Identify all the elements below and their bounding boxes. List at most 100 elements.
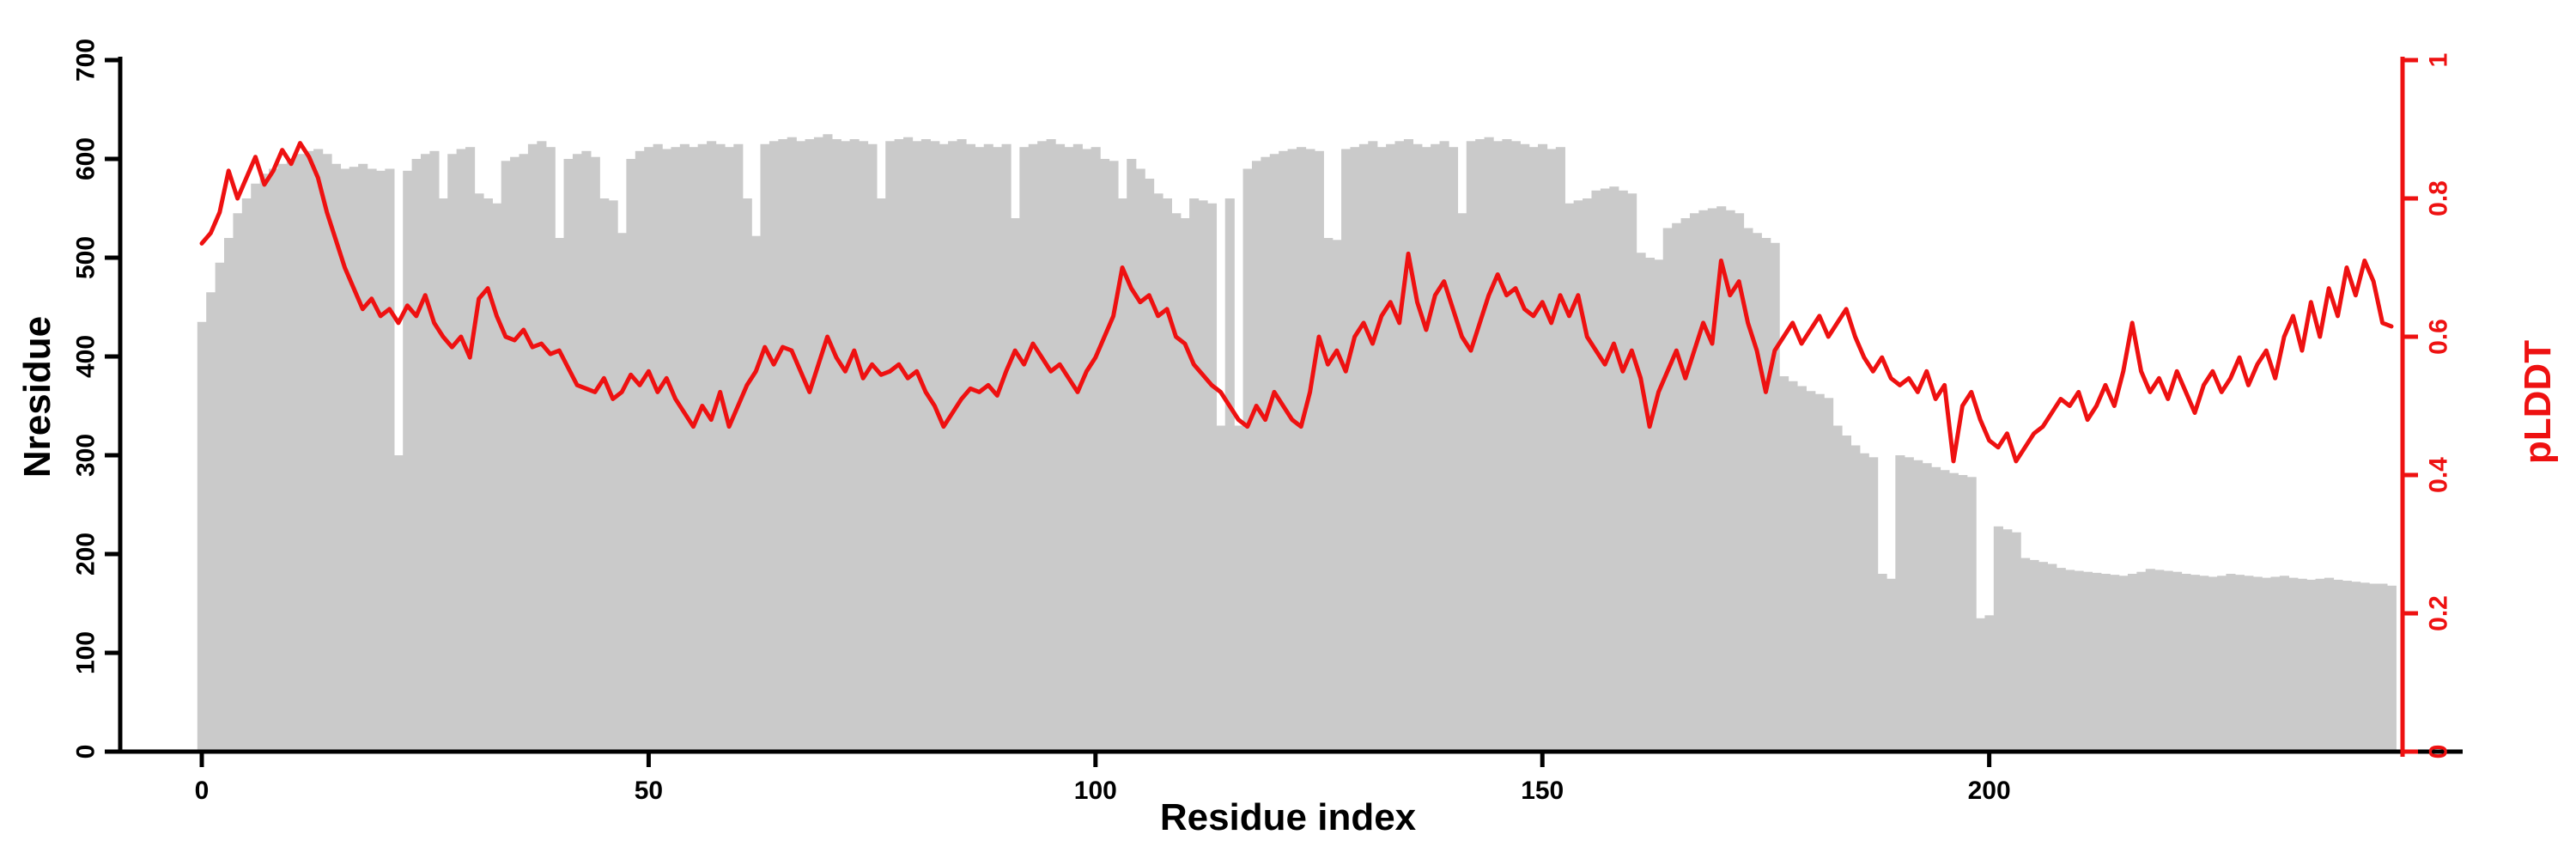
nresidue-bar bbox=[1824, 398, 1834, 752]
nresidue-bar bbox=[689, 147, 699, 752]
nresidue-bar bbox=[2172, 571, 2183, 752]
nresidue-bar bbox=[456, 149, 466, 752]
nresidue-bar bbox=[626, 159, 636, 752]
x-axis-tick-label: 100 bbox=[1074, 777, 1117, 805]
nresidue-bar bbox=[1984, 615, 1995, 752]
nresidue-bar bbox=[2065, 570, 2075, 752]
nresidue-bar bbox=[1466, 141, 1476, 752]
nresidue-bar bbox=[671, 147, 681, 752]
nresidue-bar bbox=[1976, 618, 1986, 752]
nresidue-bar bbox=[1368, 141, 1378, 752]
nresidue-bar bbox=[2360, 582, 2370, 752]
right-axis-tick-label: 0.8 bbox=[2425, 180, 2453, 216]
x-axis-tick-label: 150 bbox=[1521, 777, 1564, 805]
nresidue-bar bbox=[2136, 571, 2147, 752]
nresidue-bar bbox=[903, 137, 914, 752]
nresidue-bar bbox=[349, 167, 359, 752]
nresidue-bar bbox=[1662, 228, 1673, 752]
nresidue-bar bbox=[787, 137, 797, 752]
nresidue-bar bbox=[2279, 576, 2290, 752]
nresidue-bar bbox=[742, 198, 752, 752]
right-axis-tick-label: 0.4 bbox=[2425, 457, 2453, 493]
nresidue-bar bbox=[2262, 577, 2272, 752]
nresidue-bar bbox=[1413, 143, 1423, 752]
nresidue-bar bbox=[1135, 168, 1145, 752]
nresidue-bar bbox=[233, 213, 243, 752]
x-axis-title: Residue index bbox=[1159, 796, 1417, 838]
nresidue-bar bbox=[492, 203, 502, 752]
nresidue-bar bbox=[2386, 585, 2397, 752]
nresidue-bar bbox=[483, 198, 493, 752]
nresidue-bar bbox=[510, 156, 520, 752]
nresidue-bar bbox=[474, 193, 484, 752]
nresidue-bar bbox=[1895, 455, 1905, 752]
nresidue-bar bbox=[867, 143, 878, 752]
nresidue-bar bbox=[331, 163, 342, 752]
nresidue-bar bbox=[859, 141, 869, 752]
nresidue-bar bbox=[1297, 147, 1307, 752]
nresidue-bar bbox=[224, 238, 234, 752]
nresidue-bar bbox=[1341, 149, 1352, 752]
nresidue-bar bbox=[983, 143, 993, 752]
nresidue-bar bbox=[1564, 203, 1575, 752]
nresidue-bar bbox=[590, 156, 600, 752]
nresidue-bar bbox=[1206, 203, 1218, 752]
nresidue-bar bbox=[1269, 154, 1279, 752]
nresidue-bar bbox=[447, 154, 458, 752]
nresidue-bar bbox=[2306, 579, 2317, 752]
nresidue-bar bbox=[545, 147, 556, 752]
nresidue-bar bbox=[1180, 218, 1190, 752]
nresidue-bar bbox=[1538, 143, 1548, 752]
nresidue-bar bbox=[1358, 143, 1369, 752]
nresidue-bar bbox=[1859, 453, 1869, 752]
nresidue-bar bbox=[1770, 242, 1780, 752]
plddt-line-layer bbox=[199, 141, 2394, 464]
nresidue-bar bbox=[948, 141, 958, 752]
nresidue-bar bbox=[1492, 141, 1504, 752]
nresidue-bar bbox=[259, 174, 270, 752]
nresidue-bar bbox=[1072, 143, 1083, 752]
nresidue-bar bbox=[760, 143, 770, 752]
nresidue-bar bbox=[1520, 143, 1530, 752]
nresidue-bar bbox=[1153, 193, 1163, 752]
nresidue-bar bbox=[2127, 574, 2138, 752]
nresidue-bar bbox=[519, 154, 529, 752]
nresidue-bar bbox=[1323, 238, 1334, 752]
nresidue-bar bbox=[751, 235, 762, 752]
nresidue-bar bbox=[608, 200, 618, 752]
right-axis-tick-label: 0 bbox=[2425, 745, 2453, 759]
nresidue-bar bbox=[2190, 575, 2200, 752]
nresidue-bar bbox=[920, 139, 931, 752]
nresidue-bar bbox=[1832, 425, 1843, 752]
nresidue-bar bbox=[1028, 143, 1038, 752]
nresidue-bar bbox=[805, 139, 815, 752]
nresidue-bar bbox=[2324, 577, 2335, 752]
nresidue-bar bbox=[1431, 143, 1441, 752]
nresidue-bar bbox=[715, 143, 726, 752]
nresidue-bar bbox=[1484, 137, 1494, 752]
nresidue-bar bbox=[1100, 159, 1110, 752]
nresidue-bar bbox=[2100, 574, 2111, 752]
nresidue-bar bbox=[841, 141, 851, 752]
right-axis-tick-label: 0.2 bbox=[2425, 595, 2453, 631]
nresidue-bar bbox=[644, 147, 654, 752]
nresidue-bar bbox=[286, 159, 296, 752]
nresidue-bar bbox=[1386, 143, 1396, 752]
nresidue-bar bbox=[2226, 574, 2236, 752]
nresidue-bar bbox=[849, 139, 860, 752]
nresidue-bar bbox=[1279, 150, 1289, 752]
nresidue-bar bbox=[241, 198, 252, 752]
nresidue-bar bbox=[1234, 425, 1244, 752]
nresidue-bar bbox=[1046, 139, 1056, 752]
nresidue-bar bbox=[813, 137, 824, 752]
nresidue-bar bbox=[277, 163, 288, 752]
left-axis-tick-label: 700 bbox=[72, 39, 100, 82]
x-axis-tick-label: 50 bbox=[635, 777, 663, 805]
nresidue-bar bbox=[1224, 198, 1235, 752]
nresidue-bar bbox=[1850, 445, 1861, 752]
left-axis-tick-label: 0 bbox=[72, 745, 100, 759]
nresidue-bar bbox=[1510, 141, 1521, 752]
nresidue-bar bbox=[2110, 575, 2120, 752]
nresidue-bar bbox=[1806, 391, 1816, 752]
